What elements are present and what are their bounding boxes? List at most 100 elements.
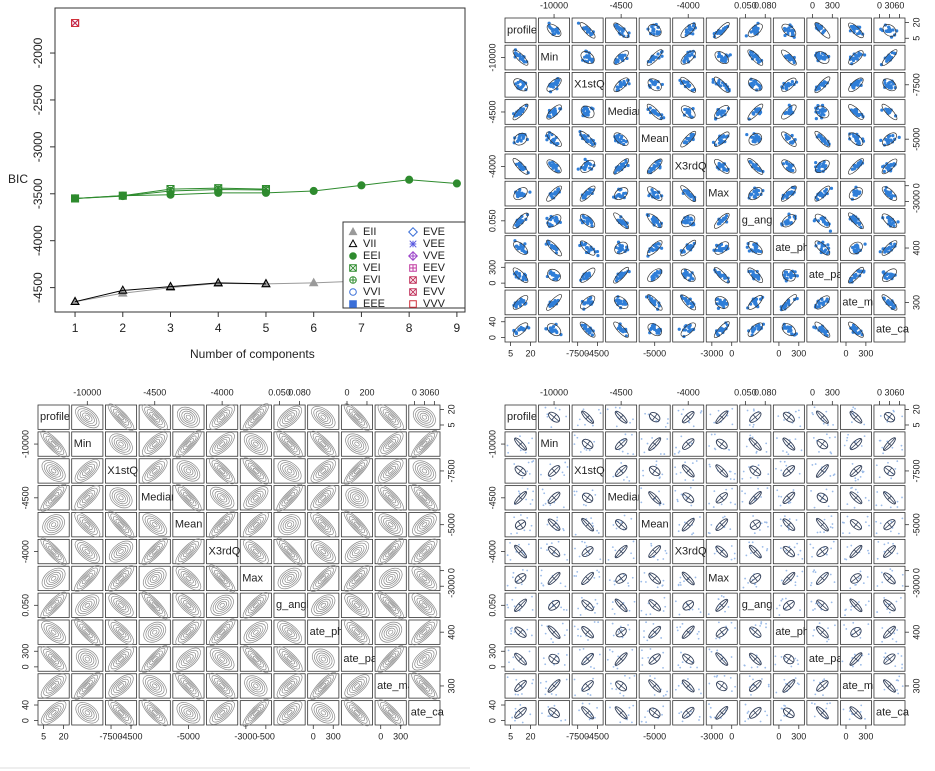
density-contour <box>141 404 168 431</box>
scatter-dot <box>858 601 860 603</box>
scatter-dot <box>691 304 695 308</box>
scatter-dot <box>755 188 759 192</box>
scatter-dot <box>540 574 542 577</box>
scatter-dot <box>652 55 656 59</box>
cluster-ellipse <box>680 294 697 311</box>
cluster-ellipse <box>646 240 663 256</box>
scatter-dot <box>699 611 702 614</box>
scatter-dot <box>579 635 582 638</box>
scatter-dot <box>517 137 521 141</box>
scatter-dot <box>867 499 870 502</box>
axis-tick-label: 5 <box>41 731 46 741</box>
density-contour <box>43 433 65 455</box>
scatter-dot <box>821 220 826 224</box>
density-contour <box>149 438 161 450</box>
scatter-dot <box>640 580 643 583</box>
scatter-dot <box>650 248 655 252</box>
cluster-ellipse <box>713 212 730 229</box>
scatter-dot <box>796 542 799 545</box>
scatter-dot <box>615 425 618 428</box>
scatter-dot <box>590 517 593 520</box>
scatter-dot <box>593 621 596 623</box>
legend-label: VEI <box>363 262 381 274</box>
scatter-dot <box>679 576 682 579</box>
scatter-dot <box>653 273 657 277</box>
matrix-cell <box>172 485 205 511</box>
scatter-dot <box>721 327 725 331</box>
cluster-ellipse <box>614 241 628 255</box>
scatter-dot <box>887 542 890 544</box>
scatter-dot <box>697 630 700 633</box>
matrix-cell <box>605 208 638 234</box>
scatter-dot <box>885 190 889 194</box>
density-contour <box>278 433 301 455</box>
axis-tick-label: 0 <box>446 568 456 573</box>
scatter-dot <box>614 299 618 303</box>
axis-tick-label: 40 <box>487 317 497 327</box>
density-contour <box>351 411 363 423</box>
scatter-dot <box>744 492 746 495</box>
density-contour <box>343 456 371 485</box>
axis-tick-label: -4000 <box>20 540 30 563</box>
variable-label: ate_pa <box>809 269 844 281</box>
cluster-ellipse <box>546 131 562 147</box>
density-contour <box>181 464 196 478</box>
scatter-dot <box>591 489 594 492</box>
scatter-dot <box>900 596 902 599</box>
matrix-cell <box>105 565 138 592</box>
legend-label: VVI <box>363 286 381 298</box>
scatter-dot <box>877 540 880 543</box>
variable-label: g_angl <box>742 599 775 611</box>
cluster-ellipse <box>580 295 596 310</box>
scatter-dot <box>882 169 886 174</box>
density-contour <box>312 433 334 455</box>
scatter-dot <box>544 632 547 635</box>
scatter-dot <box>779 547 782 550</box>
scatter-dot <box>652 27 656 32</box>
scatter-dot <box>589 245 593 249</box>
matrix-cell <box>672 153 705 180</box>
scatter-dot <box>824 191 829 195</box>
density-contour <box>414 462 434 480</box>
scatter-dot <box>720 56 724 60</box>
scatter-dot <box>854 193 858 198</box>
scatter-dot <box>881 270 885 274</box>
density-contour <box>211 407 233 428</box>
data-point <box>261 278 271 288</box>
cluster-ellipse <box>546 77 562 92</box>
scatter-dot <box>554 169 558 173</box>
scatter-dot <box>550 245 554 250</box>
scatter-dot <box>780 495 783 498</box>
scatter-dot <box>563 608 565 611</box>
scatter-dot <box>821 107 825 111</box>
scatter-dot <box>590 300 595 304</box>
data-point <box>70 296 80 306</box>
cluster-ellipse <box>546 159 562 174</box>
scatter-dot <box>890 194 894 198</box>
scatter-dot <box>855 248 859 252</box>
y-tick-label: -4500 <box>31 272 45 303</box>
scatter-dot <box>626 78 630 82</box>
cluster-ellipse <box>512 322 529 337</box>
scatter-dot <box>674 489 677 492</box>
scatter-dot <box>846 546 849 548</box>
density-contour <box>185 440 192 448</box>
scatter-dot <box>725 488 728 491</box>
scatter-dot <box>697 637 700 640</box>
scatter-dot <box>790 28 794 33</box>
scatter-dot <box>854 407 856 410</box>
scatter-dot <box>597 408 600 411</box>
scatter-dot <box>777 495 780 498</box>
scatter-dot <box>508 661 510 664</box>
scatter-dot <box>649 613 652 616</box>
scatter-dot <box>730 558 733 561</box>
scatter-dot <box>845 628 848 630</box>
scatter-dot <box>659 453 662 455</box>
axis-tick-label: 0 <box>776 348 781 358</box>
scatter-dot <box>566 558 569 561</box>
axis-tick-label: -10000 <box>540 0 568 10</box>
matrix-cell <box>873 262 906 288</box>
axis-tick-label: -4500 <box>610 0 633 10</box>
scatter-dot <box>880 504 883 507</box>
scatter-dot <box>680 413 683 416</box>
